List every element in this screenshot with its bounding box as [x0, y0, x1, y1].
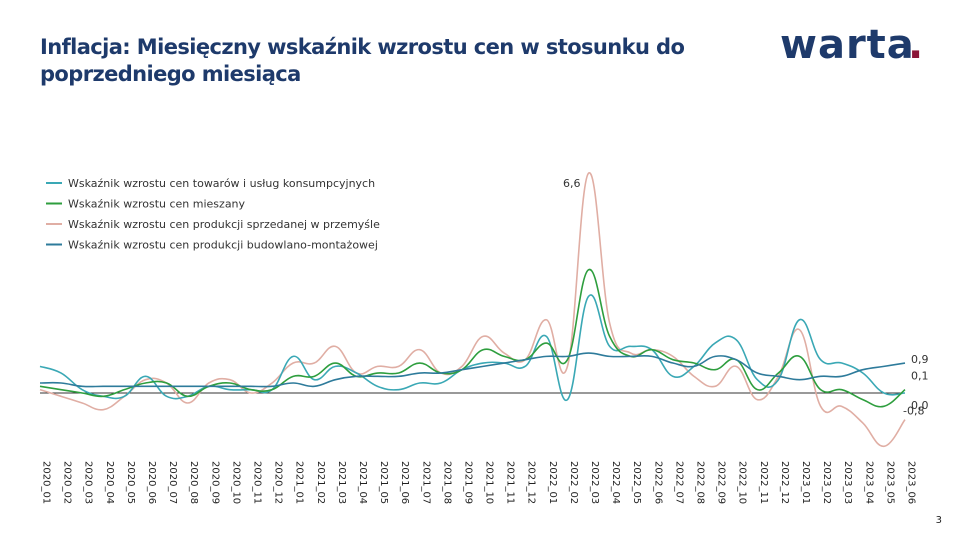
x-tick-label: 2022_11	[758, 461, 769, 504]
x-tick-label: 2022_10	[737, 461, 748, 504]
x-tick-label: 2023_03	[842, 461, 853, 504]
x-tick-label: 2020_01	[41, 461, 52, 504]
x-tick-label: 2020_02	[62, 461, 73, 504]
x-tick-label: 2020_03	[83, 461, 94, 504]
x-tick-label: 2023_01	[800, 461, 811, 504]
x-tick-label: 2021_01	[294, 461, 305, 504]
data-labels: 6,6 0,9 0,1 0,0-0,8	[563, 177, 929, 417]
legend-label-2: Wskaźnik wzrostu cen mieszany	[68, 198, 246, 211]
series-line-4	[39, 352, 906, 388]
x-tick-label: 2020_09	[209, 461, 220, 504]
x-tick-label: 2023_06	[906, 461, 917, 504]
x-tick-label: 2021_10	[484, 461, 495, 504]
x-tick-label: 2020_11	[252, 461, 263, 504]
page-number: 3	[935, 515, 942, 526]
x-tick-label: 2021_08	[441, 461, 452, 504]
warta-logo: warta .	[780, 22, 923, 68]
x-tick-label: 2021_02	[315, 461, 326, 504]
x-tick-label: 2021_09	[463, 461, 474, 504]
x-tick-label: 2022_01	[547, 461, 558, 504]
legend-label-4: Wskaźnik wzrostu cen produkcji budowlano…	[68, 239, 378, 252]
x-tick-label: 2020_07	[167, 461, 178, 504]
x-tick-label: 2023_04	[863, 461, 874, 504]
x-tick-label: 2020_12	[273, 461, 284, 504]
x-tick-labels: 2020_01 2020_02 2020_03 2020_04 2020_05 2020_…	[41, 461, 917, 504]
page-title: Inflacja: Miesięczny wskaźnik wzrostu ce…	[40, 35, 685, 86]
x-tick-label: 2021_05	[378, 461, 389, 504]
data-label-2: 0,9	[911, 353, 929, 366]
chart-legend: Wskaźnik wzrostu cen towarów i usług kon…	[46, 177, 380, 252]
data-label-5: -0,8	[903, 405, 924, 418]
x-tick-label: 2022_07	[673, 461, 684, 504]
data-label-1: 6,6	[563, 177, 581, 190]
x-tick-label: 2021_07	[420, 461, 431, 504]
logo-dot: .	[908, 22, 923, 68]
x-tick-label: 2020_05	[125, 461, 136, 504]
data-label-4: 0,0	[911, 399, 929, 412]
x-tick-label: 2023_05	[884, 461, 895, 504]
x-tick-label: 2021_03	[336, 461, 347, 504]
legend-label-1: Wskaźnik wzrostu cen towarów i usług kon…	[68, 177, 375, 190]
x-tick-label: 2022_03	[589, 461, 600, 504]
x-tick-label: 2020_04	[104, 461, 115, 504]
x-tick-label: 2022_05	[631, 461, 642, 504]
x-tick-label: 2020_06	[146, 461, 157, 504]
x-tick-label: 2023_02	[821, 461, 832, 504]
x-tick-label: 2022_08	[695, 461, 706, 504]
series-line-3	[39, 172, 906, 448]
x-tick-label: 2021_04	[357, 461, 368, 504]
x-tick-label: 2022_06	[652, 461, 663, 504]
x-tick-label: 2022_09	[716, 461, 727, 504]
x-tick-label: 2022_04	[610, 461, 621, 504]
series-line-2	[39, 268, 906, 408]
x-tick-label: 2020_08	[188, 461, 199, 504]
x-tick-label: 2021_11	[505, 461, 516, 504]
legend-label-3: Wskaźnik wzrostu cen produkcji sprzedane…	[68, 218, 380, 231]
x-tick-label: 2020_10	[230, 461, 241, 504]
series-lines	[39, 172, 906, 448]
x-tick-label: 2022_12	[779, 461, 790, 504]
logo-text: warta	[780, 22, 915, 68]
x-tick-label: 2022_02	[568, 461, 579, 504]
data-label-3: 0,1	[911, 370, 929, 383]
x-tick-label: 2021_12	[526, 461, 537, 504]
x-tick-label: 2021_06	[399, 461, 410, 504]
